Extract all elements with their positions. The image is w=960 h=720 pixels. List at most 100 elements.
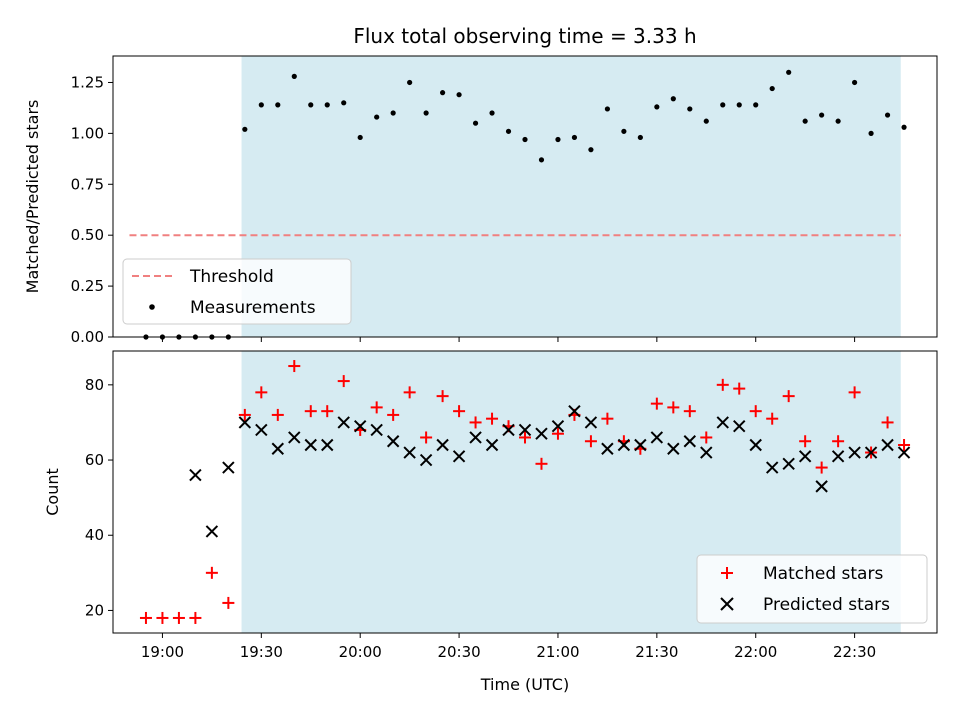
measurement-point	[571, 134, 578, 141]
y-tick-label: 80	[85, 376, 104, 394]
y-tick-label: 20	[85, 601, 104, 619]
predicted-stars-point	[848, 446, 861, 459]
measurement-point	[852, 79, 858, 86]
matched-stars-point	[766, 412, 779, 425]
measurement-point	[555, 136, 561, 143]
matched-stars-point	[749, 405, 762, 418]
matched-stars-point	[403, 386, 416, 399]
matched-stars-point	[420, 431, 433, 444]
bottom-y-axis-label: Count	[43, 468, 62, 516]
matched-stars-point	[156, 611, 169, 624]
predicted-stars-point	[897, 446, 911, 459]
predicted-stars-point	[765, 461, 779, 474]
measurement-point	[505, 128, 512, 134]
matched-stars-point	[848, 386, 861, 399]
bottom-y-ticks: 20 40 60 80	[85, 376, 113, 619]
matched-stars-point	[337, 375, 350, 388]
measurement-point	[687, 106, 693, 112]
predicted-stars-point	[370, 423, 383, 437]
top-y-ticks: 0.00 0.25 0.50 0.75 1.00 1.25	[71, 73, 113, 346]
x-tick-label: 22:00	[734, 643, 777, 661]
predicted-stars-point	[535, 427, 548, 440]
legend-measurements-swatch	[149, 304, 155, 310]
matched-stars-point	[172, 611, 185, 624]
measurement-point	[588, 147, 594, 153]
bottom-plot-area	[139, 360, 911, 624]
measurement-point	[637, 134, 643, 141]
predicted-stars-point	[667, 442, 680, 455]
x-tick-label: 19:00	[141, 643, 184, 661]
measurement-point	[440, 90, 446, 96]
legend-threshold-label: Threshold	[189, 267, 274, 287]
predicted-stars-point	[452, 450, 466, 463]
matched-stars-point	[683, 405, 696, 418]
matched-stars-point	[667, 401, 680, 414]
matched-stars-point	[519, 431, 531, 444]
measurement-point	[456, 92, 462, 98]
predicted-stars-point	[551, 419, 565, 433]
measurement-point	[753, 102, 759, 108]
top-y-axis-label: Matched/Predicted stars	[23, 100, 42, 294]
predicted-stars-point	[798, 450, 812, 463]
matched-stars-point	[189, 611, 202, 624]
predicted-stars-point	[337, 416, 350, 429]
measurement-point	[341, 100, 347, 106]
bottom-legend-box	[696, 554, 928, 624]
predicted-stars-point	[189, 468, 202, 482]
predicted-stars-point	[502, 423, 515, 437]
matched-stars-point	[139, 611, 152, 624]
measurement-point	[291, 73, 297, 79]
matched-stars-point	[601, 412, 614, 425]
top-panel: 0.00 0.25 0.50 0.75 1.00 1.25 Matched/Predict…	[23, 55, 938, 346]
measurement-point	[522, 136, 528, 143]
legend-matched-label: Matched stars	[763, 564, 883, 584]
predicted-stars-point	[864, 446, 878, 459]
measurement-point	[720, 102, 726, 108]
predicted-stars-point	[617, 438, 631, 452]
predicted-stars-point	[584, 416, 598, 429]
matched-stars-point	[255, 386, 268, 399]
measurement-point	[736, 102, 742, 108]
measurement-point	[654, 104, 660, 110]
x-tick-label: 20:30	[437, 643, 480, 661]
matched-stars-point	[584, 435, 597, 448]
legend-measurements-label: Measurements	[190, 298, 316, 318]
predicted-stars-point	[485, 438, 499, 452]
matched-stars-point	[832, 435, 845, 448]
predicted-stars-point	[831, 450, 845, 463]
measurement-point	[901, 124, 907, 130]
bottom-legend: Matched stars Predicted stars	[696, 554, 928, 624]
measurement-point	[868, 130, 874, 136]
y-tick-label: 0.50	[71, 226, 104, 244]
predicted-stars-point	[634, 438, 647, 452]
matched-stars-point	[205, 566, 218, 579]
predicted-stars-point	[749, 438, 762, 452]
measurement-point	[819, 112, 825, 118]
predicted-stars-point	[601, 442, 614, 455]
chart-title: Flux total observing time = 3.33 h	[353, 24, 696, 48]
y-tick-label: 0.00	[71, 328, 104, 346]
y-tick-label: 1.25	[71, 73, 104, 91]
y-tick-label: 0.75	[71, 175, 104, 193]
matched-stars-point	[535, 457, 548, 470]
predicted-stars-point	[733, 419, 746, 433]
predicted-stars-point	[419, 453, 433, 467]
matched-stars-point	[898, 439, 911, 451]
predicted-stars-point	[782, 457, 795, 471]
predicted-stars-point	[271, 442, 285, 455]
matched-stars-point	[271, 408, 284, 421]
predicted-stars-point	[205, 525, 219, 538]
x-axis-label: Time (UTC)	[480, 675, 569, 694]
top-x-ticks	[161, 337, 856, 342]
measurement-point	[835, 118, 841, 124]
matched-stars-point	[551, 427, 564, 440]
x-tick-label: 19:30	[240, 643, 283, 661]
y-tick-label: 60	[85, 451, 104, 469]
predicted-stars-point	[255, 423, 268, 437]
matched-stars-point	[782, 390, 795, 403]
measurement-point	[703, 118, 709, 124]
x-tick-label: 22:30	[833, 643, 876, 661]
y-tick-label: 0.25	[71, 277, 104, 295]
matched-stars-point	[469, 416, 482, 429]
top-legend: Threshold Measurements	[122, 258, 352, 325]
